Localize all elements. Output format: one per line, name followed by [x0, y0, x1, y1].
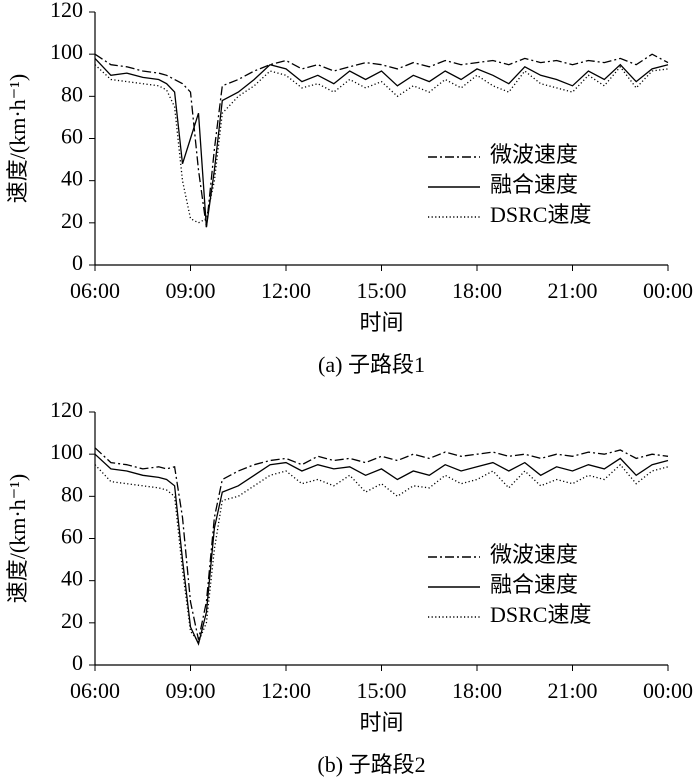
y-tick-label: 100	[50, 39, 83, 64]
legend-label: DSRC速度	[490, 202, 591, 227]
legend-label: 微波速度	[490, 542, 578, 567]
y-tick-label: 60	[61, 124, 83, 149]
data-line	[94, 453, 669, 646]
y-tick-label: 40	[61, 166, 83, 191]
caption: (a) 子路段1	[318, 352, 425, 377]
data-line	[94, 447, 669, 640]
x-tick-label: 12:00	[261, 678, 311, 703]
y-tick-label: 20	[61, 608, 83, 633]
y-tick-label: 0	[72, 250, 83, 275]
x-axis-label: 时间	[359, 310, 403, 335]
y-tick-label: 100	[50, 439, 83, 464]
x-tick-label: 18:00	[452, 678, 502, 703]
x-tick-label: 09:00	[165, 278, 215, 303]
x-tick-label: 00:00	[643, 278, 693, 303]
x-tick-label: 18:00	[452, 278, 502, 303]
data-line	[94, 64, 669, 224]
y-tick-label: 40	[61, 566, 83, 591]
y-tick-label: 80	[61, 481, 83, 506]
caption: (b) 子路段2	[317, 752, 425, 777]
y-tick-label: 0	[72, 650, 83, 675]
legend-label: DSRC速度	[490, 602, 591, 627]
x-tick-label: 06:00	[70, 278, 120, 303]
x-tick-label: 15:00	[356, 678, 406, 703]
x-tick-label: 21:00	[547, 278, 597, 303]
x-tick-label: 12:00	[261, 278, 311, 303]
y-axis-label: 速度/(km·h⁻¹)	[5, 474, 30, 603]
x-axis-label: 时间	[359, 710, 403, 735]
x-tick-label: 21:00	[547, 678, 597, 703]
legend-label: 微波速度	[490, 142, 578, 167]
x-tick-label: 06:00	[70, 678, 120, 703]
y-tick-label: 60	[61, 524, 83, 549]
legend-label: 融合速度	[490, 572, 578, 597]
y-tick-label: 80	[61, 81, 83, 106]
data-line	[94, 57, 669, 228]
y-axis-label: 速度/(km·h⁻¹)	[5, 74, 30, 203]
y-tick-label: 20	[61, 208, 83, 233]
y-tick-label: 120	[50, 0, 83, 22]
y-tick-label: 120	[50, 397, 83, 422]
x-tick-label: 00:00	[643, 678, 693, 703]
x-tick-label: 09:00	[165, 678, 215, 703]
x-tick-label: 15:00	[356, 278, 406, 303]
legend-label: 融合速度	[490, 172, 578, 197]
data-line	[94, 53, 669, 228]
